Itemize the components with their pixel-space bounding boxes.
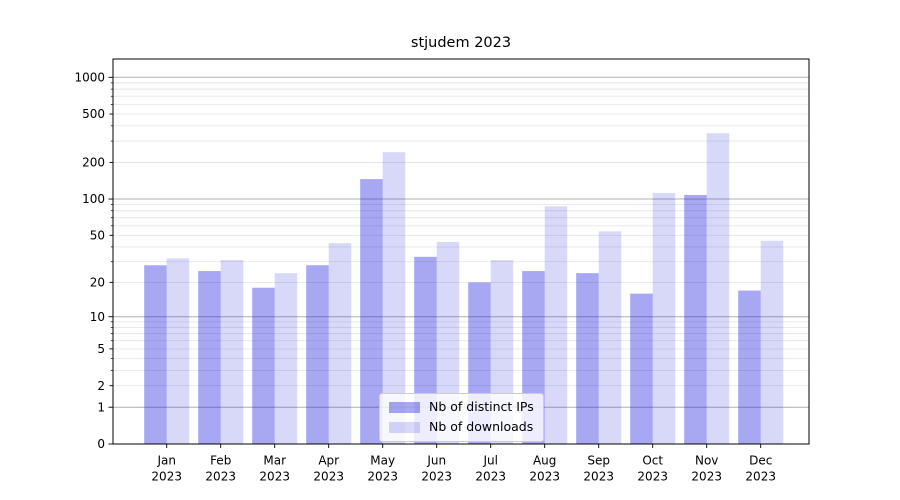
bar-downloads-oct (652, 193, 676, 444)
bar-distinct-ips-jan (144, 265, 167, 444)
bar-distinct-ips-may (360, 179, 383, 444)
bar-downloads-sep (598, 231, 622, 444)
bar-downloads-nov (706, 133, 730, 445)
x-tick-label-month-nov: Nov (695, 454, 718, 468)
y-tick-label-500: 500 (82, 107, 105, 121)
y-tick-label-1000: 1000 (74, 70, 105, 84)
x-tick-label-year-feb: 2023 (205, 470, 236, 484)
bar-downloads-jan (166, 258, 190, 444)
x-tick-label-month-oct: Oct (642, 454, 663, 468)
y-tick-label-200: 200 (82, 156, 105, 170)
y-tick-label-50: 50 (90, 229, 105, 243)
plot-border (112, 58, 810, 445)
x-tick-label-year-sep: 2023 (583, 470, 614, 484)
legend-swatch-distinct-ips (389, 402, 420, 413)
bar-distinct-ips-apr (306, 265, 329, 444)
y-tick-label-100: 100 (82, 192, 105, 206)
legend-swatch-downloads (389, 422, 420, 433)
x-tick-label-year-dec: 2023 (745, 470, 776, 484)
x-tick-label-month-feb: Feb (210, 454, 231, 468)
x-tick-label-year-apr: 2023 (313, 470, 344, 484)
legend-label-distinct-ips: Nb of distinct IPs (429, 399, 534, 415)
x-tick-label-year-aug: 2023 (529, 470, 560, 484)
x-tick-label-month-jul: Jul (482, 454, 497, 468)
chart-title: stjudem 2023 (410, 35, 512, 51)
bar-downloads-aug (544, 206, 568, 444)
x-tick-label-month-may: May (370, 454, 395, 468)
y-tick-label-5: 5 (97, 342, 105, 356)
bar-distinct-ips-sep (576, 273, 599, 444)
x-tick-label-month-aug: Aug (533, 454, 556, 468)
bar-downloads-may (382, 152, 406, 445)
x-tick-label-year-jun: 2023 (421, 470, 452, 484)
bar-distinct-ips-nov (684, 194, 707, 444)
x-tick-label-year-jan: 2023 (151, 470, 182, 484)
legend-item-distinct-ips: Nb of distinct IPs (389, 399, 534, 416)
y-tick-label-0: 0 (97, 437, 105, 451)
y-tick-label-20: 20 (90, 276, 105, 290)
bar-downloads-dec (760, 240, 784, 444)
bar-distinct-ips-mar (252, 287, 275, 444)
x-tick-label-month-jun: Jun (426, 454, 446, 468)
legend-label-downloads: Nb of downloads (429, 419, 534, 435)
bar-downloads-apr (328, 243, 352, 444)
x-tick-label-year-nov: 2023 (691, 470, 722, 484)
y-tick-label-10: 10 (90, 310, 105, 324)
x-tick-label-year-jul: 2023 (475, 470, 506, 484)
x-tick-label-month-mar: Mar (263, 454, 286, 468)
x-tick-label-year-mar: 2023 (259, 470, 290, 484)
legend-item-downloads: Nb of downloads (389, 419, 534, 436)
bar-distinct-ips-feb (198, 271, 221, 444)
bar-distinct-ips-oct (630, 293, 653, 444)
x-tick-label-month-sep: Sep (587, 454, 610, 468)
y-tick-label-1: 1 (97, 400, 105, 414)
legend: Nb of distinct IPs Nb of downloads (379, 393, 544, 442)
y-tick-label-2: 2 (97, 379, 105, 393)
x-tick-label-month-apr: Apr (318, 454, 339, 468)
x-tick-label-year-oct: 2023 (637, 470, 668, 484)
bar-downloads-mar (274, 273, 298, 444)
x-tick-label-month-jan: Jan (156, 454, 176, 468)
x-tick-label-month-dec: Dec (749, 454, 772, 468)
bar-downloads-feb (220, 260, 244, 444)
x-tick-label-year-may: 2023 (367, 470, 398, 484)
bar-distinct-ips-dec (738, 290, 761, 444)
